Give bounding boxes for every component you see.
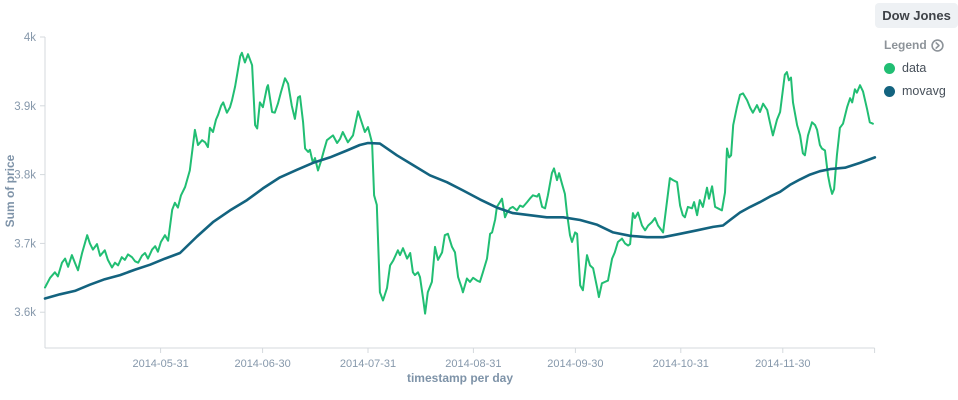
- legend-item-label: movavg: [902, 84, 946, 98]
- x-tick-label: 2014-09-30: [547, 358, 603, 370]
- x-tick-label: 2014-06-30: [234, 358, 290, 370]
- y-tick-label: 4k: [24, 32, 36, 44]
- x-tick-label: 2014-07-31: [340, 358, 396, 370]
- data-series-swatch: [884, 62, 895, 74]
- y-tick-label: 3.6k: [14, 307, 36, 319]
- x-tick-label: 2014-05-31: [132, 358, 188, 370]
- legend-item-data[interactable]: data: [884, 61, 958, 75]
- x-axis-title: timestamp per day: [406, 371, 514, 385]
- legend-panel: Dow Jones Legend data movavg: [875, 0, 958, 98]
- y-axis-title: Sum of price: [3, 154, 17, 228]
- legend-item-movavg[interactable]: movavg: [884, 84, 958, 98]
- legend-toggle[interactable]: Legend: [884, 38, 958, 52]
- y-tick-label: 3.7k: [14, 238, 36, 250]
- x-tick-label: 2014-08-31: [445, 358, 501, 370]
- legend-item-label: data: [902, 61, 927, 75]
- x-tick-label: 2014-10-31: [653, 358, 709, 370]
- y-tick-label: 3.8k: [14, 170, 36, 182]
- data-series-line: [44, 51, 874, 315]
- movavg-series-swatch: [884, 85, 895, 97]
- chart-svg[interactable]: 3.6k 3.7k 3.8k 3.9k 4k 2014-05-31 2014-06-30 20…: [0, 0, 880, 400]
- viz-title: Dow Jones: [875, 3, 958, 28]
- legend-label: Legend: [884, 38, 927, 52]
- movavg-series-line: [43, 141, 877, 300]
- arrow-circle-right-icon: [930, 38, 944, 52]
- y-tick-label: 3.9k: [14, 101, 36, 113]
- x-tick-label: 2014-11-30: [755, 358, 810, 370]
